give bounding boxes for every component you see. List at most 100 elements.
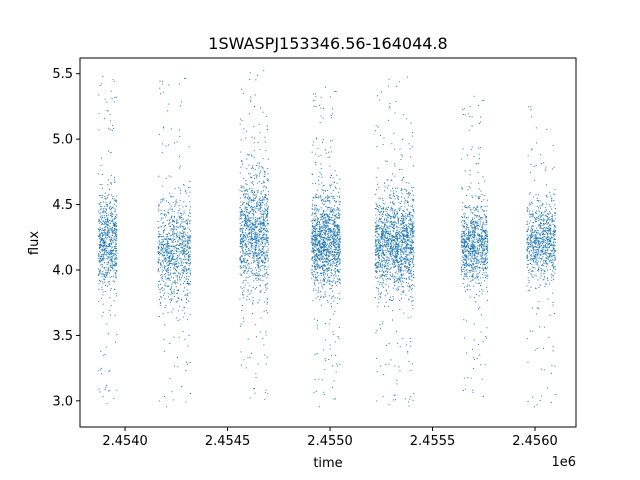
data-point — [385, 160, 387, 162]
data-point — [244, 190, 246, 192]
data-point — [325, 239, 327, 241]
data-point — [244, 207, 246, 209]
data-point — [183, 282, 185, 284]
data-point — [169, 192, 171, 194]
data-point — [321, 265, 323, 267]
data-point — [392, 236, 394, 238]
data-point — [104, 230, 106, 232]
data-point — [330, 297, 332, 299]
data-point — [397, 245, 399, 247]
data-point — [326, 190, 328, 192]
data-point — [248, 232, 250, 234]
data-point — [261, 264, 263, 266]
data-point — [176, 226, 178, 228]
data-point — [331, 219, 333, 221]
data-point — [252, 303, 254, 305]
data-point — [325, 233, 327, 235]
data-point — [395, 231, 397, 233]
data-point — [404, 262, 406, 264]
data-point — [258, 175, 260, 177]
data-point — [103, 242, 105, 244]
data-point — [249, 99, 251, 101]
data-point — [101, 258, 103, 260]
data-point — [189, 292, 191, 294]
data-point — [254, 219, 256, 220]
data-point — [320, 97, 322, 99]
data-point — [323, 218, 325, 220]
data-point — [317, 266, 319, 268]
data-point — [183, 184, 185, 186]
data-point — [244, 264, 246, 266]
data-point — [323, 241, 325, 243]
data-point — [266, 168, 268, 170]
data-point — [160, 213, 162, 215]
data-point — [258, 204, 260, 206]
data-point — [406, 240, 408, 242]
data-point — [241, 186, 243, 188]
data-point — [163, 244, 165, 246]
data-point — [397, 268, 399, 270]
data-point — [263, 220, 265, 222]
data-point — [319, 219, 321, 221]
data-point — [255, 373, 257, 375]
data-point — [379, 259, 381, 261]
data-point — [313, 213, 315, 215]
data-point — [179, 165, 181, 167]
data-point — [254, 288, 256, 290]
data-point — [111, 237, 113, 239]
data-point — [381, 216, 383, 218]
data-point — [313, 234, 315, 236]
data-point — [337, 230, 339, 232]
data-point — [256, 203, 258, 205]
data-point — [331, 113, 333, 115]
data-point — [99, 236, 101, 238]
data-point — [411, 246, 413, 248]
data-point — [250, 205, 252, 207]
data-point — [182, 231, 184, 233]
data-point — [256, 274, 258, 276]
data-point — [249, 221, 251, 223]
data-point — [243, 269, 245, 271]
data-point — [319, 291, 321, 293]
data-point — [161, 260, 163, 262]
data-point — [407, 232, 409, 234]
data-point — [319, 296, 321, 298]
data-point — [248, 263, 250, 265]
data-point — [318, 287, 319, 289]
data-point — [176, 248, 178, 250]
data-point — [381, 269, 383, 271]
data-point — [255, 243, 257, 245]
data-point — [187, 246, 189, 248]
data-point — [324, 238, 326, 240]
data-point — [250, 239, 252, 241]
data-point — [406, 260, 408, 262]
data-point — [248, 217, 250, 219]
data-point — [391, 143, 393, 145]
data-point — [328, 213, 330, 215]
data-point — [186, 262, 188, 264]
data-point — [326, 206, 328, 208]
data-point — [100, 264, 102, 266]
data-point — [386, 238, 388, 239]
data-point — [174, 268, 176, 270]
data-point — [392, 273, 393, 275]
data-point — [98, 370, 100, 372]
data-point — [162, 240, 164, 242]
data-point — [169, 256, 171, 258]
data-point — [253, 209, 255, 211]
data-point — [170, 287, 172, 289]
data-point — [263, 225, 265, 227]
data-point — [323, 244, 325, 246]
data-point — [246, 184, 248, 186]
data-point — [267, 199, 269, 201]
data-point — [181, 299, 183, 301]
data-point — [260, 224, 262, 226]
data-point — [107, 245, 109, 247]
data-point — [328, 237, 330, 239]
data-point — [189, 273, 191, 275]
data-point — [157, 220, 159, 222]
data-point — [381, 270, 383, 272]
data-point — [247, 229, 249, 231]
data-point — [168, 269, 169, 271]
data-point — [321, 252, 323, 254]
